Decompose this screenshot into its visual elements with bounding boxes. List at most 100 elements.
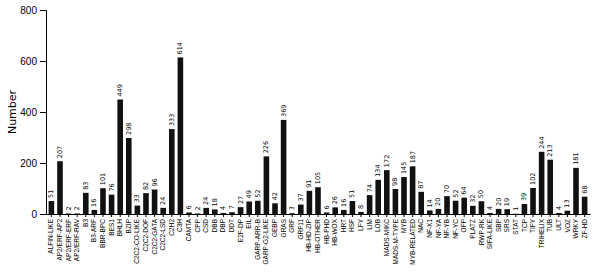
data-label: 42 xyxy=(271,192,279,200)
data-label: 7 xyxy=(228,205,236,209)
data-label: 49 xyxy=(245,190,253,198)
x-tick-label: CPP xyxy=(194,219,201,232)
x-tick: C3H xyxy=(176,214,183,232)
y-tick-label: 0 xyxy=(31,209,37,220)
x-tick-label: C2C2-CO-LIKE xyxy=(133,218,140,263)
x-tick-mark xyxy=(541,214,542,217)
data-label: 449 xyxy=(116,84,124,96)
data-label: 37 xyxy=(297,193,305,201)
x-tick-label: HB-OTHER xyxy=(314,219,321,253)
x-tick-label: CAMTA xyxy=(185,218,192,241)
x-tick: MYB xyxy=(400,214,407,233)
bar xyxy=(186,212,192,214)
bar xyxy=(238,207,244,214)
bar xyxy=(203,208,209,214)
x-tick-mark xyxy=(490,214,491,217)
x-tick: CSD xyxy=(202,214,209,233)
x-tick: DBB xyxy=(211,214,218,232)
x-tick-mark xyxy=(412,214,413,217)
bar xyxy=(496,209,502,214)
bar xyxy=(539,152,545,214)
x-tick-label: NAC xyxy=(417,219,424,233)
x-tick: TRIHELIX xyxy=(538,214,545,248)
x-tick-mark xyxy=(292,214,293,217)
x-tick: SBP xyxy=(495,214,502,232)
bar xyxy=(401,177,407,214)
x-tick-label: GRF11 xyxy=(297,219,304,240)
x-tick-mark xyxy=(257,214,258,217)
x-tick-mark xyxy=(51,214,52,217)
bar xyxy=(83,193,89,214)
x-tick-label: B3 xyxy=(82,219,89,227)
x-tick: CPP xyxy=(194,214,201,232)
data-label: 33 xyxy=(133,194,141,202)
x-tick-mark xyxy=(378,214,379,217)
x-tick: BBR-BPC xyxy=(99,214,106,248)
x-tick-mark xyxy=(249,214,250,217)
x-tick-mark xyxy=(240,214,241,217)
x-tick-label: HRT xyxy=(340,219,347,232)
x-tick-mark xyxy=(171,214,172,217)
data-label: 8 xyxy=(357,205,365,209)
x-tick-mark xyxy=(59,214,60,217)
x-tick-mark xyxy=(77,214,78,217)
bar xyxy=(375,180,381,214)
x-tick: GARP-ARR-B xyxy=(254,214,261,260)
x-tick-label: BZIP xyxy=(125,219,132,233)
x-tick: LOB xyxy=(374,214,381,232)
data-label: 68 xyxy=(581,185,589,193)
x-tick: NF-YC xyxy=(452,214,459,239)
data-label: 18 xyxy=(211,198,219,206)
x-tick: MADS-M-TYPE xyxy=(391,214,398,265)
data-label: 39 xyxy=(520,193,528,201)
data-label: 26 xyxy=(331,196,339,204)
x-tick-label: WRKY xyxy=(572,218,579,238)
x-tick-mark xyxy=(438,214,439,217)
bar xyxy=(212,209,218,214)
y-axis-title: Number xyxy=(6,89,19,134)
bar xyxy=(246,202,252,214)
x-tick-mark xyxy=(352,214,353,217)
x-tick-label: MYB-RELATED xyxy=(409,219,416,265)
x-tick: RWP-RK xyxy=(477,214,484,245)
bar xyxy=(444,196,450,214)
x-tick-mark xyxy=(326,214,327,217)
x-tick-label: GRF xyxy=(288,219,295,233)
x-tick-label: MADS-M-TYPE xyxy=(391,218,398,264)
bar xyxy=(436,209,442,214)
bar xyxy=(504,209,510,214)
x-tick: E2F-DP xyxy=(237,214,244,242)
bar xyxy=(126,138,132,214)
bar xyxy=(272,203,278,214)
data-label: 16 xyxy=(340,199,348,207)
x-tick-label: GARP-G2-LIKE xyxy=(262,218,269,264)
y-tick: 200 xyxy=(20,158,46,169)
x-tick: LIM xyxy=(366,214,373,230)
y-axis-line xyxy=(40,11,47,215)
bar xyxy=(582,197,588,214)
x-tick-label: SRS xyxy=(503,218,510,232)
bar xyxy=(367,195,373,214)
bar xyxy=(470,206,476,214)
x-tick-label: OFP xyxy=(460,219,467,232)
x-tick-label: C2H2 xyxy=(168,219,175,236)
data-label: 172 xyxy=(383,155,391,167)
x-tick-label: LFY xyxy=(357,218,364,231)
x-tick: HB-WOX xyxy=(331,214,338,246)
x-tick: BHLH xyxy=(116,214,123,236)
x-tick-label: TIFY xyxy=(529,218,536,233)
data-label: 20 xyxy=(434,198,442,206)
x-tick-mark xyxy=(318,214,319,217)
x-tick: HB-PHD xyxy=(323,214,330,244)
bar xyxy=(384,170,390,214)
bar xyxy=(135,206,141,214)
x-tick: PLATZ xyxy=(469,214,476,239)
data-label: 333 xyxy=(168,114,176,126)
bar xyxy=(221,213,227,214)
x-tick-mark xyxy=(120,214,121,217)
x-tick: AP2/ERF-ERF xyxy=(65,214,72,261)
data-label: 96 xyxy=(151,178,159,186)
x-tick: ULT xyxy=(555,214,562,231)
x-tick-mark xyxy=(567,214,568,217)
data-label: 207 xyxy=(56,146,64,158)
